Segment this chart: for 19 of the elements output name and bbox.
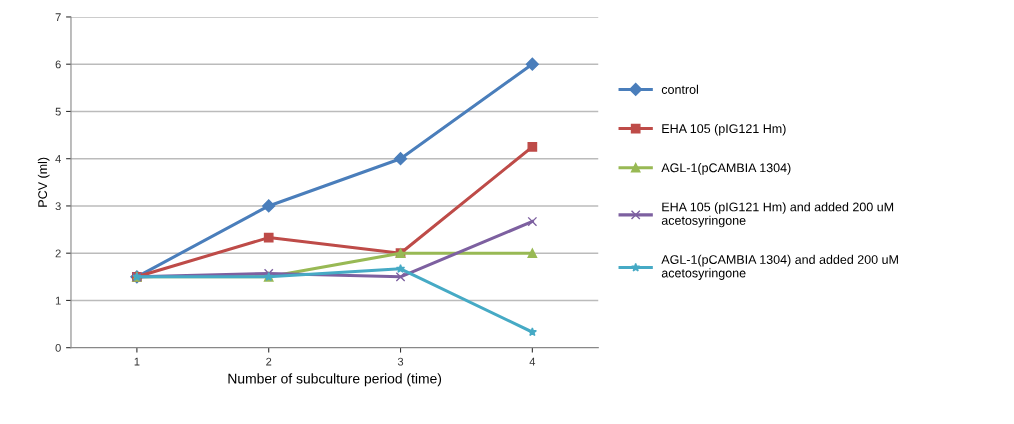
y-tick-label: 5 (55, 107, 61, 116)
y-tick-label: 7 (55, 13, 61, 21)
x-tick-label: 3 (397, 357, 404, 366)
legend-label: control (661, 84, 698, 94)
y-axis-title: PCV (ml) (37, 157, 50, 207)
y-tick-label: 4 (55, 155, 61, 163)
legend-label: EHA 105 (pIG121 Hm) (662, 123, 786, 136)
y-tick-label: 2 (55, 249, 61, 258)
legend-label: AGL-1(pCAMBIA 1304) and added 200 uM acetosyringone (661, 254, 898, 280)
x-tick-label: 1 (134, 357, 140, 366)
x-axis-title: Number of subculture period (time) (228, 373, 442, 387)
y-tick-label: 1 (55, 296, 61, 305)
y-tick-label: 6 (55, 60, 61, 69)
y-tick-label: 0 (55, 343, 61, 352)
x-tick-label: 4 (529, 357, 536, 366)
y-tick-label: 3 (55, 202, 61, 211)
legend-label: EHA 105 (pIG121 Hm) and added 200 uM acetosyringone (661, 202, 894, 228)
x-tick-label: 2 (266, 357, 272, 366)
legend-label: AGL-1(pCAMBIA 1304) (661, 163, 791, 175)
